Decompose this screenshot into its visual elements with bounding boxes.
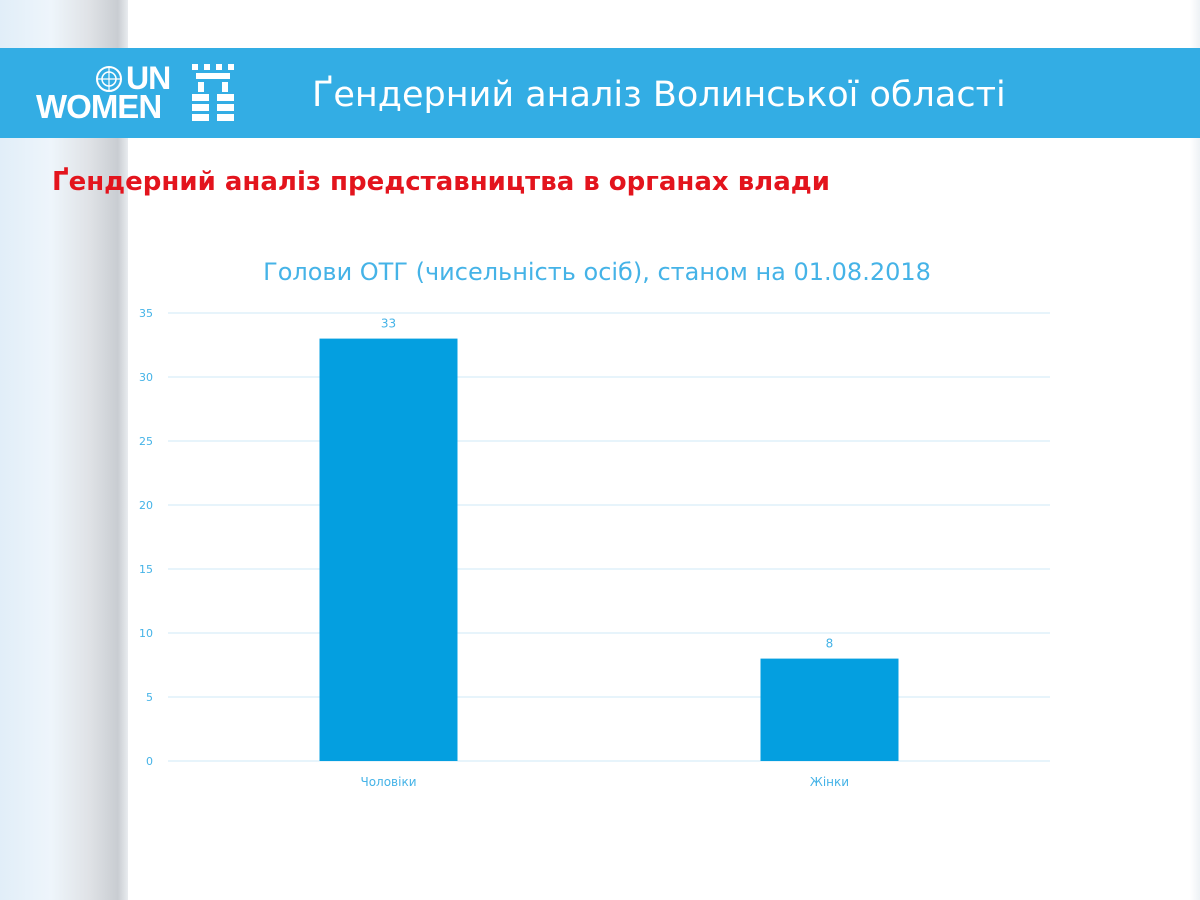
logo-women-text: WOMEN	[36, 88, 162, 125]
y-tick-label: 15	[139, 563, 153, 576]
x-tick-label: Чоловіки	[360, 775, 416, 789]
y-tick-label: 0	[146, 755, 153, 768]
women-symbol-icon	[192, 64, 234, 121]
bar	[319, 338, 458, 761]
bar	[760, 658, 899, 761]
banner-title: Ґендерний аналіз Волинської області	[312, 75, 1006, 115]
y-tick-label: 25	[139, 435, 153, 448]
y-tick-label: 30	[139, 371, 153, 384]
left-decorative-strip	[0, 0, 128, 900]
data-label: 8	[826, 637, 834, 651]
chart-title: Голови ОТГ (чисельність осіб), станом на…	[0, 254, 1200, 290]
x-tick-label: Жінки	[810, 775, 849, 789]
y-tick-label: 5	[146, 691, 153, 704]
data-label: 33	[381, 317, 396, 331]
un-emblem-icon	[96, 66, 122, 92]
y-tick-label: 20	[139, 499, 153, 512]
section-heading: Ґендерний аналіз представництва в органа…	[52, 167, 830, 197]
header-banner	[0, 48, 1200, 138]
un-women-logo: UN WOMEN	[36, 62, 246, 126]
logo-un-text: UN	[126, 60, 171, 96]
y-tick-label: 35	[139, 307, 153, 320]
y-tick-label: 10	[139, 627, 153, 640]
right-decorative-strip	[1190, 0, 1200, 900]
chart-title-text: Голови ОТГ (чисельність осіб), станом на…	[263, 258, 931, 286]
